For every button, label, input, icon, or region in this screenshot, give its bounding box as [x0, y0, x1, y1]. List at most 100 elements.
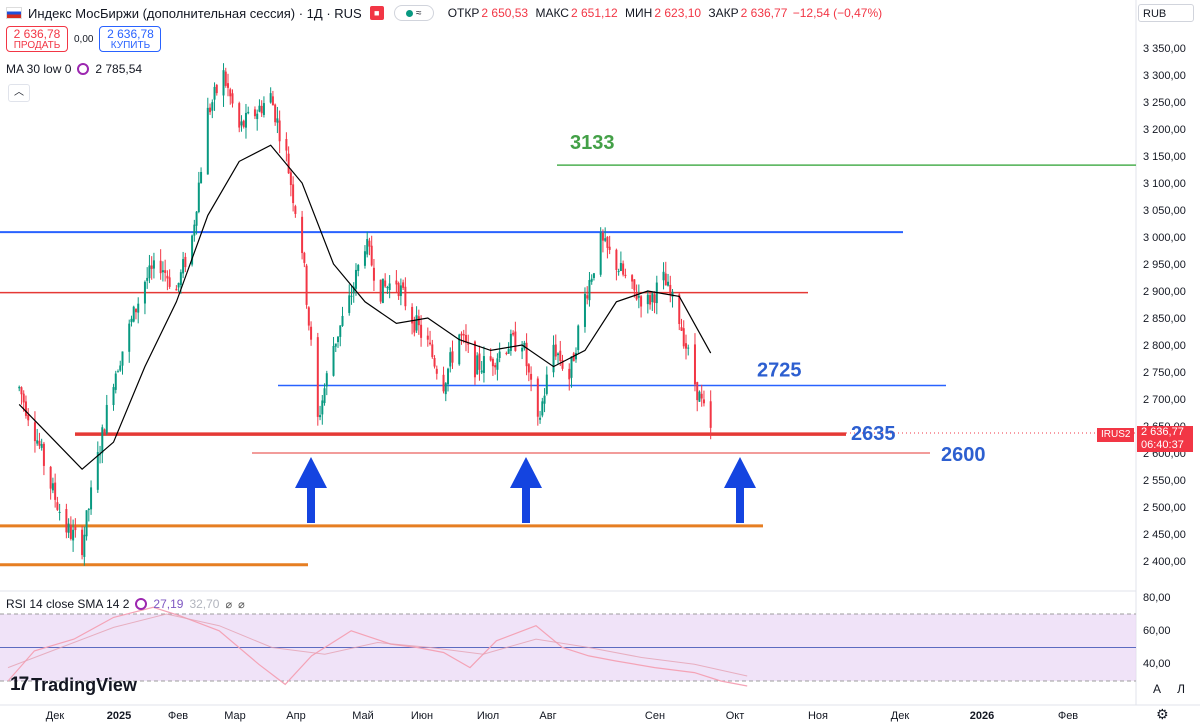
candle: [211, 99, 214, 119]
candle: [307, 306, 310, 331]
candle: [24, 395, 27, 419]
candle-body: [269, 93, 272, 103]
candle-body: [285, 139, 288, 151]
candle: [411, 303, 414, 335]
time-tick-label: Июн: [411, 710, 433, 722]
candle: [159, 249, 162, 280]
candle-body: [276, 118, 279, 123]
candle-body: [341, 315, 344, 326]
candle-body: [274, 104, 277, 123]
candle: [164, 259, 167, 282]
rsi-legend[interactable]: RSI 14 close SMA 14 2 27,19 32,70 ⌀ ⌀: [6, 597, 245, 611]
ma-legend[interactable]: MA 30 low 0 2 785,54: [6, 62, 142, 76]
price-tick-label: 2 550,00: [1143, 475, 1186, 487]
candle: [238, 101, 241, 133]
candle-body: [559, 350, 562, 361]
time-tick-label: Дек: [46, 710, 65, 722]
settings-gear-icon[interactable]: ⚙: [1156, 706, 1169, 722]
currency-select[interactable]: RUB: [1138, 4, 1194, 22]
candle-body: [213, 86, 216, 100]
candle: [588, 271, 591, 307]
candle: [680, 318, 683, 331]
price-tick-label: 2 900,00: [1143, 286, 1186, 298]
candle: [325, 370, 328, 396]
candle-body: [114, 373, 117, 390]
candle: [143, 280, 146, 315]
candle: [339, 325, 342, 347]
candle-body: [402, 282, 405, 288]
candle: [687, 344, 690, 356]
tradingview-logo[interactable]: 17 TradingView: [10, 674, 137, 696]
candle: [447, 367, 450, 392]
candle: [541, 397, 544, 418]
ma-cycle-icon[interactable]: [77, 63, 90, 75]
candle-body: [413, 320, 416, 333]
candle: [637, 284, 640, 309]
candle-body: [420, 324, 423, 338]
candle: [631, 274, 634, 289]
candle-body: [363, 251, 366, 266]
candle-body: [130, 318, 133, 323]
candle-body: [81, 529, 84, 556]
candle-body: [386, 286, 389, 289]
candle: [698, 390, 701, 402]
candle: [552, 335, 555, 378]
candle-body: [539, 417, 542, 420]
hidden-icon[interactable]: ⌀: [225, 598, 233, 611]
candle-body: [65, 509, 68, 533]
candle-body: [482, 356, 485, 373]
price-tick-label: 2 950,00: [1143, 259, 1186, 271]
market-open-dot-icon: [405, 9, 413, 17]
buy-button[interactable]: 2 636,78 КУПИТЬ: [99, 26, 162, 52]
candle: [498, 342, 501, 363]
candle: [242, 119, 245, 129]
time-tick-label: Ноя: [808, 710, 828, 722]
sell-button[interactable]: 2 636,78 ПРОДАТЬ: [6, 26, 68, 52]
market-status-pill[interactable]: ≈: [393, 5, 434, 21]
candle: [420, 315, 423, 347]
candle-body: [244, 112, 247, 128]
symbol-title[interactable]: Индекс МосБиржи (дополнительная сессия) …: [28, 5, 362, 21]
sell-label: ПРОДАТЬ: [13, 40, 61, 51]
candle-body: [480, 370, 483, 373]
candle: [316, 332, 319, 426]
candle: [635, 284, 638, 301]
alert-bell-icon[interactable]: ■: [369, 6, 384, 20]
candle-body: [397, 283, 400, 297]
ma-line: [18, 144, 712, 471]
candle: [395, 270, 398, 293]
candle-body: [431, 344, 434, 358]
candle: [119, 360, 122, 372]
candle: [624, 268, 627, 279]
hidden-icon-2[interactable]: ⌀: [238, 598, 245, 611]
candle: [617, 268, 620, 276]
rsi-sma-line: [7, 613, 748, 677]
rsi-cycle-icon[interactable]: [135, 598, 148, 610]
ma-value: 2 785,54: [95, 62, 143, 76]
log-scale-button[interactable]: Л: [1177, 682, 1185, 696]
candle: [101, 424, 104, 464]
candle-body: [476, 355, 479, 375]
auto-scale-button[interactable]: A: [1152, 682, 1161, 696]
level-labels: 3133 2725 2635 2600: [570, 132, 986, 466]
candle-body: [368, 240, 371, 247]
candle: [152, 252, 155, 279]
candle: [184, 252, 187, 273]
candle-body: [698, 391, 701, 402]
candle: [175, 285, 178, 291]
candle-body: [357, 265, 360, 271]
collapse-legend-button[interactable]: ︿: [8, 84, 30, 102]
candle: [601, 229, 604, 253]
candle: [303, 251, 306, 268]
rsi-tick-label: 60,00: [1143, 625, 1171, 637]
candle: [671, 288, 674, 308]
candle-body: [507, 349, 510, 354]
candle-body: [366, 239, 369, 255]
candle-body: [592, 273, 595, 278]
candle: [527, 363, 530, 382]
candle-body: [651, 293, 654, 303]
rsi-label: RSI 14 close SMA 14 2: [6, 597, 130, 611]
candle: [478, 345, 481, 381]
candle: [667, 273, 670, 287]
